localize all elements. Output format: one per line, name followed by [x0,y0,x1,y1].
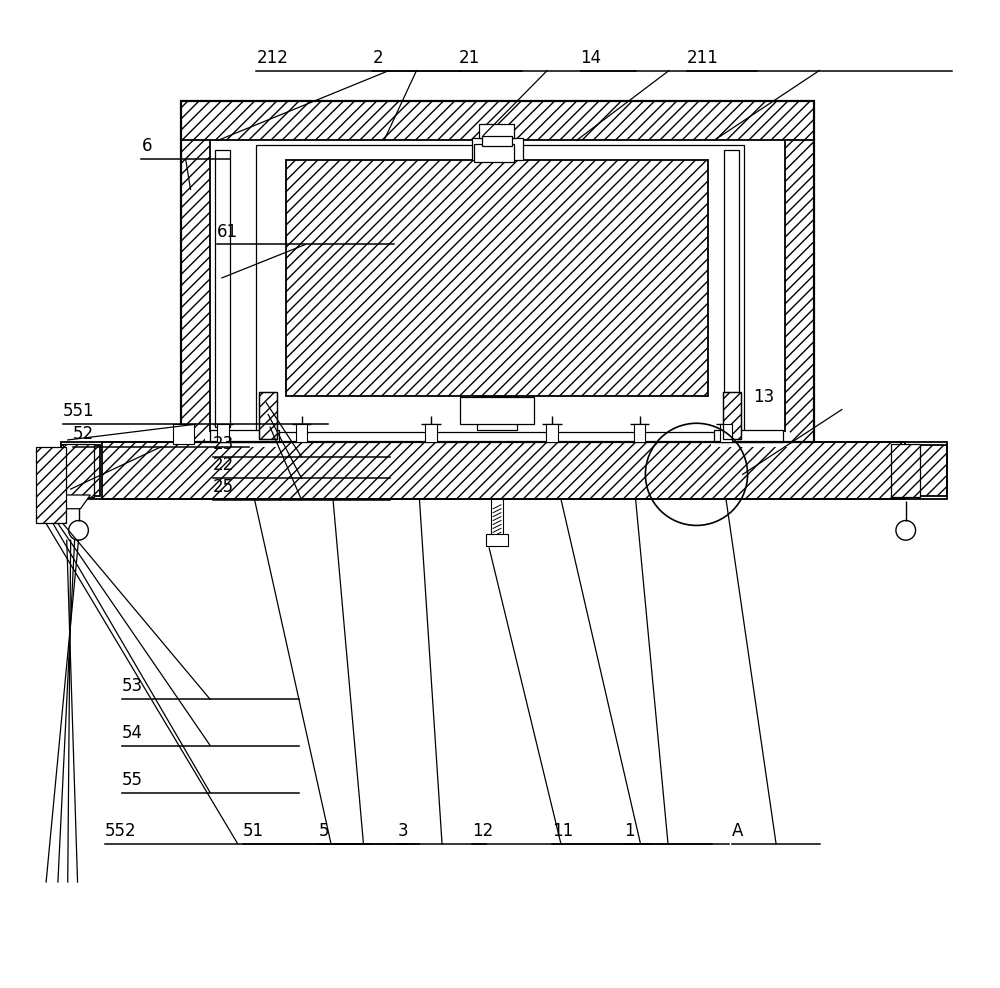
Text: 21: 21 [459,48,480,66]
Bar [723,392,741,439]
Bar [460,397,534,424]
Bar [477,396,517,430]
Bar [36,447,66,524]
Bar [425,424,437,442]
Bar [491,499,503,536]
Bar [181,101,814,442]
Bar [546,424,558,442]
Bar [181,101,814,140]
Text: 14: 14 [581,48,602,66]
Bar [259,392,277,439]
Bar [634,424,645,442]
Text: 2: 2 [372,48,383,66]
Bar [482,136,512,146]
Bar [479,124,514,138]
Bar [720,424,732,442]
Text: 53: 53 [122,678,143,696]
Text: 212: 212 [256,48,288,66]
Text: 3: 3 [398,822,408,840]
Bar [61,442,947,499]
Polygon shape [66,495,90,509]
Text: 23: 23 [213,435,234,453]
Bar [210,430,279,442]
Bar [724,150,739,427]
Bar [908,445,947,496]
Text: 12: 12 [472,822,494,840]
Text: 55: 55 [122,771,143,788]
Bar [217,424,229,442]
Text: 552: 552 [105,822,137,840]
Text: 51: 51 [243,822,264,840]
Text: 1: 1 [624,822,634,840]
Bar [891,444,920,497]
Bar [259,392,277,439]
Text: 13: 13 [753,387,775,406]
Bar [486,535,508,546]
Bar [472,138,523,160]
Bar [215,150,230,427]
Bar [714,430,783,442]
Bar [474,144,514,162]
Text: A: A [732,822,743,840]
Bar [711,432,790,447]
Text: 54: 54 [122,723,143,742]
Bar [61,445,100,496]
Bar [785,101,814,442]
Bar [256,145,744,432]
Text: 5: 5 [319,822,330,840]
Text: 551: 551 [63,402,94,420]
Text: 211: 211 [687,48,719,66]
Bar [205,432,284,447]
Bar [181,101,210,442]
Bar [173,424,194,444]
Bar [723,392,741,439]
Text: 52: 52 [73,425,94,443]
Bar [63,444,94,497]
Bar [102,442,905,499]
Bar [296,424,307,442]
Text: 25: 25 [213,478,234,496]
Text: 61: 61 [217,222,238,240]
Bar [286,160,708,396]
Text: 22: 22 [213,456,234,474]
Text: 6: 6 [141,137,152,155]
Text: 11: 11 [552,822,573,840]
